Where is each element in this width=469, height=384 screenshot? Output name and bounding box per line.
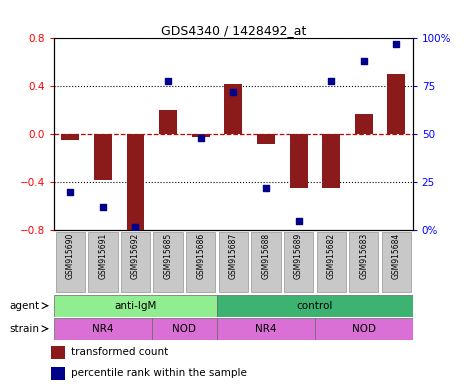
Text: transformed count: transformed count bbox=[71, 347, 168, 358]
Point bbox=[132, 223, 139, 230]
Point bbox=[67, 189, 74, 195]
Text: GSM915684: GSM915684 bbox=[392, 233, 401, 279]
FancyBboxPatch shape bbox=[152, 318, 217, 340]
Point bbox=[360, 58, 368, 65]
Bar bbox=[127, 134, 144, 233]
Bar bbox=[387, 74, 405, 134]
Bar bbox=[257, 134, 275, 144]
FancyBboxPatch shape bbox=[284, 232, 313, 293]
Point bbox=[164, 78, 172, 84]
Text: GSM915687: GSM915687 bbox=[229, 233, 238, 279]
Bar bbox=[224, 84, 242, 134]
Bar bbox=[51, 346, 65, 359]
Text: agent: agent bbox=[9, 301, 39, 311]
Title: GDS4340 / 1428492_at: GDS4340 / 1428492_at bbox=[161, 24, 306, 37]
FancyBboxPatch shape bbox=[219, 232, 248, 293]
FancyBboxPatch shape bbox=[382, 232, 411, 293]
Bar bbox=[322, 134, 340, 189]
Point bbox=[99, 204, 106, 210]
FancyBboxPatch shape bbox=[186, 232, 215, 293]
Text: NR4: NR4 bbox=[255, 324, 277, 334]
FancyBboxPatch shape bbox=[54, 295, 217, 317]
FancyBboxPatch shape bbox=[55, 232, 85, 293]
Point bbox=[393, 41, 400, 47]
FancyBboxPatch shape bbox=[349, 232, 378, 293]
FancyBboxPatch shape bbox=[54, 318, 152, 340]
Text: control: control bbox=[297, 301, 333, 311]
FancyBboxPatch shape bbox=[251, 232, 280, 293]
FancyBboxPatch shape bbox=[153, 232, 183, 293]
Text: GSM915689: GSM915689 bbox=[294, 233, 303, 279]
Point bbox=[229, 89, 237, 95]
Text: NOD: NOD bbox=[173, 324, 197, 334]
Text: NR4: NR4 bbox=[92, 324, 113, 334]
Bar bbox=[61, 134, 79, 141]
Text: GSM915688: GSM915688 bbox=[261, 233, 271, 279]
Text: percentile rank within the sample: percentile rank within the sample bbox=[71, 368, 247, 379]
Point bbox=[295, 218, 303, 224]
Text: GSM915685: GSM915685 bbox=[164, 233, 173, 279]
Text: GSM915683: GSM915683 bbox=[359, 233, 368, 279]
Point bbox=[197, 135, 204, 141]
FancyBboxPatch shape bbox=[88, 232, 118, 293]
Text: GSM915682: GSM915682 bbox=[327, 233, 336, 279]
FancyBboxPatch shape bbox=[315, 318, 413, 340]
Text: NOD: NOD bbox=[352, 324, 376, 334]
FancyBboxPatch shape bbox=[217, 318, 315, 340]
FancyBboxPatch shape bbox=[121, 232, 150, 293]
Point bbox=[327, 78, 335, 84]
FancyBboxPatch shape bbox=[317, 232, 346, 293]
FancyBboxPatch shape bbox=[217, 295, 413, 317]
Text: GSM915686: GSM915686 bbox=[196, 233, 205, 279]
Bar bbox=[51, 367, 65, 380]
Text: strain: strain bbox=[9, 324, 39, 334]
Text: anti-IgM: anti-IgM bbox=[114, 301, 157, 311]
Text: GSM915690: GSM915690 bbox=[66, 233, 75, 279]
Text: GSM915692: GSM915692 bbox=[131, 233, 140, 279]
Bar bbox=[192, 134, 210, 137]
Text: GSM915691: GSM915691 bbox=[98, 233, 107, 279]
Bar bbox=[289, 134, 308, 189]
Bar bbox=[94, 134, 112, 180]
Bar bbox=[355, 114, 373, 134]
Bar bbox=[159, 111, 177, 134]
Point bbox=[262, 185, 270, 191]
